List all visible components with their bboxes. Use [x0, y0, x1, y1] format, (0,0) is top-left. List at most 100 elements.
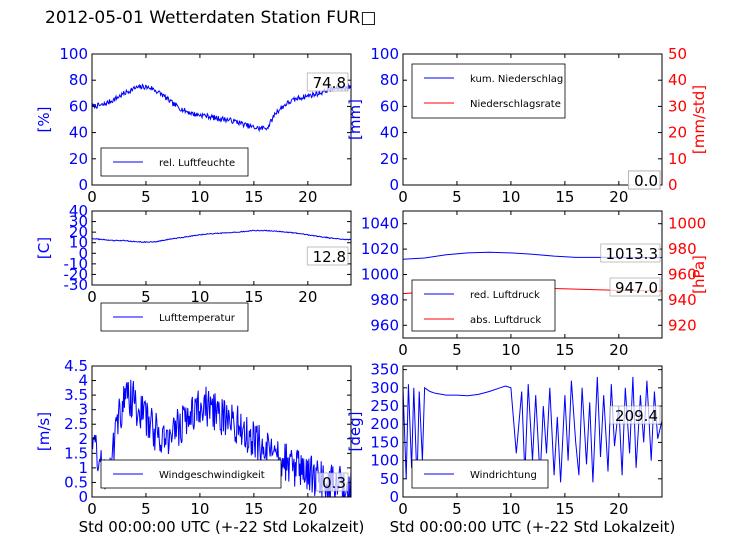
- legend: rel. Luftfeuchte: [100, 147, 249, 177]
- y-tick-label: 1040: [361, 215, 399, 233]
- axes-frame: [91, 53, 352, 186]
- y-right-axis-label: [hPa]: [690, 255, 708, 294]
- last-value-label: 209.4: [615, 407, 658, 425]
- y-right-tick-label: 980: [668, 240, 697, 258]
- y-tick-label: 0.5: [64, 473, 88, 491]
- y-tick-label: 20: [69, 150, 88, 168]
- legend-label: Lufttemperatur: [159, 313, 236, 324]
- legend-box: [411, 63, 566, 119]
- x-tick-label: 15: [244, 188, 263, 206]
- y-axis-label: [%]: [35, 107, 53, 133]
- x-tick-label: 15: [555, 341, 574, 359]
- y-tick-label: 350: [370, 361, 399, 379]
- legend-box: [411, 279, 556, 332]
- y-right-tick-label: 40: [668, 71, 687, 89]
- y-tick-label: 250: [370, 397, 399, 415]
- chart-panel-humidity: 0 5 10 15 20 0 20 40 60 80 100 [%] rel. Luftfeuchte 7…: [35, 45, 352, 206]
- value-label-box: [628, 170, 661, 190]
- y-tick-label: 200: [370, 415, 399, 433]
- chart-panel-precip: 0 5 10 15 20 0 20 40 60 80 100 0 10 20 30 40 50 [mm] [mm/s…: [346, 45, 708, 206]
- y-tick-label: 100: [370, 45, 399, 63]
- y-tick-label: 980: [370, 291, 399, 309]
- value-label-box: [316, 472, 349, 492]
- y-tick-label: 2: [78, 430, 88, 448]
- plot-area: [403, 376, 662, 483]
- last-value-label: 1013.3: [606, 245, 659, 263]
- x-tick-label: 15: [244, 500, 263, 518]
- y-tick-label: 1020: [361, 240, 399, 258]
- y-tick-label: 60: [380, 97, 399, 115]
- value-label-box: [609, 405, 661, 425]
- y-tick-label: 4: [78, 372, 88, 390]
- x-tick-label: 5: [452, 341, 462, 359]
- y-tick-label: 40: [69, 124, 88, 142]
- y-tick-label: 0: [78, 244, 88, 262]
- x-tick-label: 0: [87, 188, 97, 206]
- x-axis-label: Std 00:00:00 UTC (+-22 Std Lokalzeit): [390, 518, 676, 536]
- y-tick-label: 1: [78, 459, 88, 477]
- y-tick-label: -10: [64, 255, 89, 273]
- axes-frame: [91, 365, 352, 498]
- legend-label: rel. Luftfeuchte: [159, 158, 235, 169]
- y-tick-label: 40: [380, 124, 399, 142]
- y-axis-label: [C]: [35, 237, 53, 259]
- y-right-tick-label: 0: [668, 176, 678, 194]
- y-tick-label: 2.5: [64, 415, 88, 433]
- legend-label: Windgeschwindigkeit: [159, 470, 265, 481]
- series-line-1: [92, 379, 351, 497]
- y-tick-label: 100: [59, 45, 88, 63]
- legend-label: Niederschlagsrate: [470, 99, 561, 110]
- legend: red. Luftdruck abs. Luftdruck: [411, 279, 556, 332]
- legend-label: red. Luftdruck: [470, 290, 540, 301]
- chart-panel-temperature: 0 5 10 15 20-30-20-10010203040[C]Lufttempera…: [35, 202, 352, 332]
- y-tick-label: -20: [64, 265, 89, 283]
- last-value-label: 0.0: [634, 172, 658, 190]
- y-tick-label: 3.5: [64, 386, 88, 404]
- x-tick-label: 0: [87, 288, 97, 306]
- y-right-axis-label: [mm/std]: [690, 85, 708, 154]
- y-tick-label: 20: [380, 150, 399, 168]
- axes-frame: [402, 365, 663, 498]
- y-right-tick-label: 50: [668, 45, 687, 63]
- y-tick-label: 50: [380, 470, 399, 488]
- y-tick-label: 60: [69, 97, 88, 115]
- x-tick-label: 10: [501, 341, 520, 359]
- y-tick-label: 1000: [361, 266, 399, 284]
- last-value-label: 74.8: [313, 74, 346, 92]
- y-tick-label: 300: [370, 379, 399, 397]
- x-tick-label: 20: [609, 188, 628, 206]
- x-tick-label: 10: [190, 500, 209, 518]
- y-right-tick-label: 960: [668, 266, 697, 284]
- x-tick-label: 10: [190, 288, 209, 306]
- series-line-1: [403, 376, 662, 483]
- plot-area: [92, 229, 351, 244]
- x-axis-label: Std 00:00:00 UTC (+-22 Std Lokalzeit): [79, 518, 365, 536]
- legend: Windgeschwindigkeit: [100, 459, 282, 489]
- x-tick-label: 10: [190, 188, 209, 206]
- y-tick-label: 30: [69, 213, 88, 231]
- y-tick-label: 4.5: [64, 357, 88, 375]
- value-label-box: [306, 246, 349, 266]
- y-tick-label: 100: [370, 452, 399, 470]
- x-tick-label: 10: [501, 188, 520, 206]
- x-tick-label: 5: [452, 188, 462, 206]
- x-tick-label: 0: [398, 188, 408, 206]
- y-axis-label: [m/s]: [35, 412, 53, 451]
- y-tick-label: 80: [380, 71, 399, 89]
- y-tick-label: 0: [78, 176, 88, 194]
- y-tick-label: 20: [69, 223, 88, 241]
- x-tick-label: 20: [609, 500, 628, 518]
- legend-label: kum. Niederschlag: [470, 74, 563, 85]
- value-label-box: [306, 72, 349, 92]
- y-tick-label: 80: [69, 71, 88, 89]
- y-tick-label: 40: [69, 202, 88, 220]
- value-label-box: [600, 243, 661, 263]
- plot-area: [92, 379, 351, 497]
- x-tick-label: 20: [609, 341, 628, 359]
- x-tick-label: 0: [398, 341, 408, 359]
- chart-panel-pressure: 0 5 10 15 20 960 980 1000 1020 1040 920 940 960 980 10…: [361, 210, 708, 359]
- plot-area: [92, 83, 351, 133]
- y-tick-label: 10: [69, 234, 88, 252]
